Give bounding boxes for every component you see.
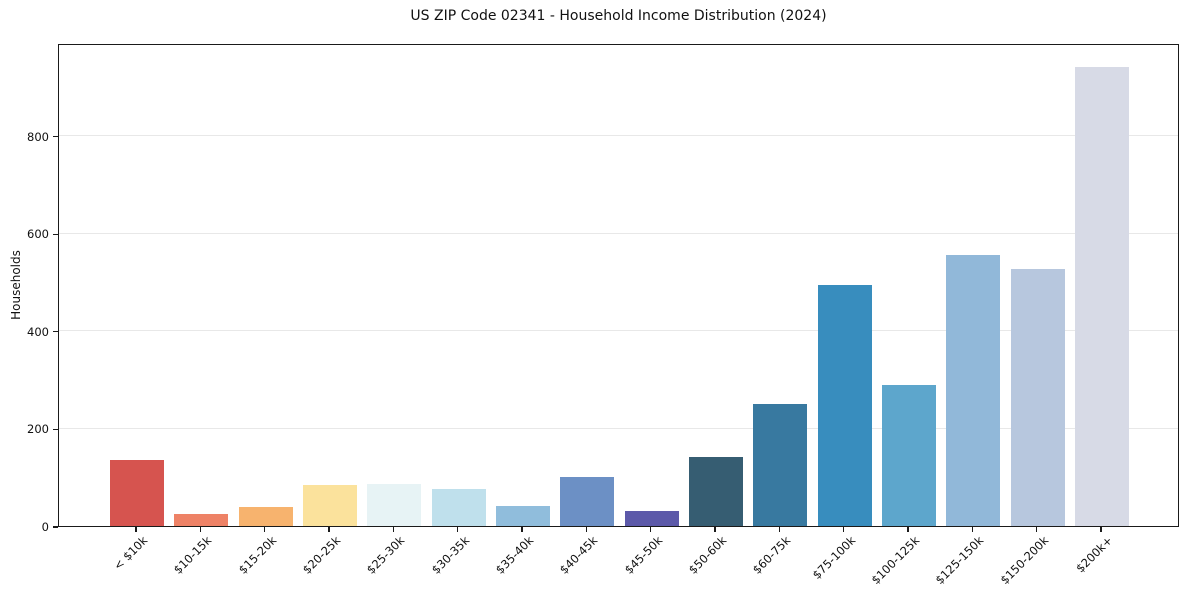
x-tick-$100-125k bbox=[907, 527, 909, 532]
gridline-800 bbox=[59, 135, 1178, 137]
y-tick-label-400: 400 bbox=[27, 324, 49, 339]
bar-$60-75k bbox=[753, 404, 808, 526]
plot-area bbox=[58, 44, 1179, 527]
y-tick-label-0: 0 bbox=[41, 520, 49, 534]
x-tick-$150-200k bbox=[1036, 527, 1038, 532]
x-tick-$30-35k bbox=[457, 527, 459, 532]
y-tick-label-200: 200 bbox=[27, 422, 49, 437]
bar-$10-15k bbox=[174, 514, 229, 526]
x-tick-label-$125-150k: $125-150k bbox=[932, 533, 987, 588]
bar-$125-150k bbox=[946, 254, 1001, 526]
x-tick-$125-150k bbox=[971, 527, 973, 532]
bar-$150-200k bbox=[1010, 268, 1065, 526]
y-tick-200 bbox=[53, 428, 58, 430]
gridline-200 bbox=[59, 427, 1178, 429]
x-tick-$15-20k bbox=[264, 527, 266, 532]
bar-$25-30k bbox=[367, 483, 422, 526]
y-tick-label-800: 800 bbox=[27, 129, 49, 144]
x-tick-label-$15-20k: $15-20k bbox=[235, 533, 279, 577]
x-tick-label-$50-60k: $50-60k bbox=[685, 533, 730, 577]
bar-$40-45k bbox=[560, 477, 615, 526]
x-tick-$200k+ bbox=[1100, 527, 1102, 532]
y-tick-400 bbox=[53, 331, 58, 333]
x-tick-$10-15k bbox=[199, 527, 201, 532]
bar-$15-20k bbox=[238, 507, 293, 526]
bar-$35-40k bbox=[496, 506, 550, 526]
bar-$100-125k bbox=[882, 385, 936, 526]
x-tick-label-$150-200k: $150-200k bbox=[997, 533, 1051, 588]
x-tick-label-$30-35k: $30-35k bbox=[428, 533, 472, 577]
y-tick-800 bbox=[53, 136, 58, 138]
x-tick-label-$75-100k: $75-100k bbox=[809, 533, 858, 582]
gridline-600 bbox=[59, 232, 1178, 234]
gridline-400 bbox=[59, 330, 1178, 332]
x-tick-label-$35-40k: $35-40k bbox=[492, 533, 537, 577]
y-axis-label: Households bbox=[9, 250, 23, 320]
bar-$200k+ bbox=[1075, 66, 1129, 526]
bar-$30-35k bbox=[431, 489, 486, 526]
bar-$50-60k bbox=[689, 457, 743, 526]
x-tick-$45-50k bbox=[650, 527, 652, 532]
x-tick-$40-45k bbox=[585, 527, 587, 532]
x-tick-label-$100-125k: $100-125k bbox=[868, 533, 923, 588]
x-tick-label-$20-25k: $20-25k bbox=[299, 533, 344, 577]
x-tick-$60-75k bbox=[778, 527, 780, 532]
x-tick-label-$45-50k: $45-50k bbox=[621, 533, 665, 577]
bar-$45-50k bbox=[624, 510, 679, 526]
x-tick-< $10k bbox=[135, 527, 137, 532]
y-tick-0 bbox=[53, 526, 58, 528]
x-tick-$35-40k bbox=[521, 527, 523, 532]
x-tick-label-$60-75k: $60-75k bbox=[750, 533, 794, 577]
x-tick-label-$10-15k: $10-15k bbox=[171, 533, 215, 577]
bar-< $10k bbox=[110, 460, 164, 526]
x-tick-label-$25-30k: $25-30k bbox=[364, 533, 408, 577]
x-tick-$20-25k bbox=[328, 527, 330, 532]
y-tick-label-600: 600 bbox=[27, 227, 49, 242]
x-tick-label-$40-45k: $40-45k bbox=[557, 533, 601, 577]
x-tick-label-$200k+: $200k+ bbox=[1073, 533, 1116, 576]
x-tick-label-< $10k: < $10k bbox=[110, 533, 151, 573]
bar-$20-25k bbox=[303, 485, 357, 526]
x-tick-$75-100k bbox=[843, 527, 845, 532]
chart-title: US ZIP Code 02341 - Household Income Dis… bbox=[410, 8, 827, 24]
x-tick-$25-30k bbox=[392, 527, 394, 532]
bar-$75-100k bbox=[817, 285, 872, 526]
y-tick-600 bbox=[53, 233, 58, 235]
x-tick-$50-60k bbox=[714, 527, 716, 532]
